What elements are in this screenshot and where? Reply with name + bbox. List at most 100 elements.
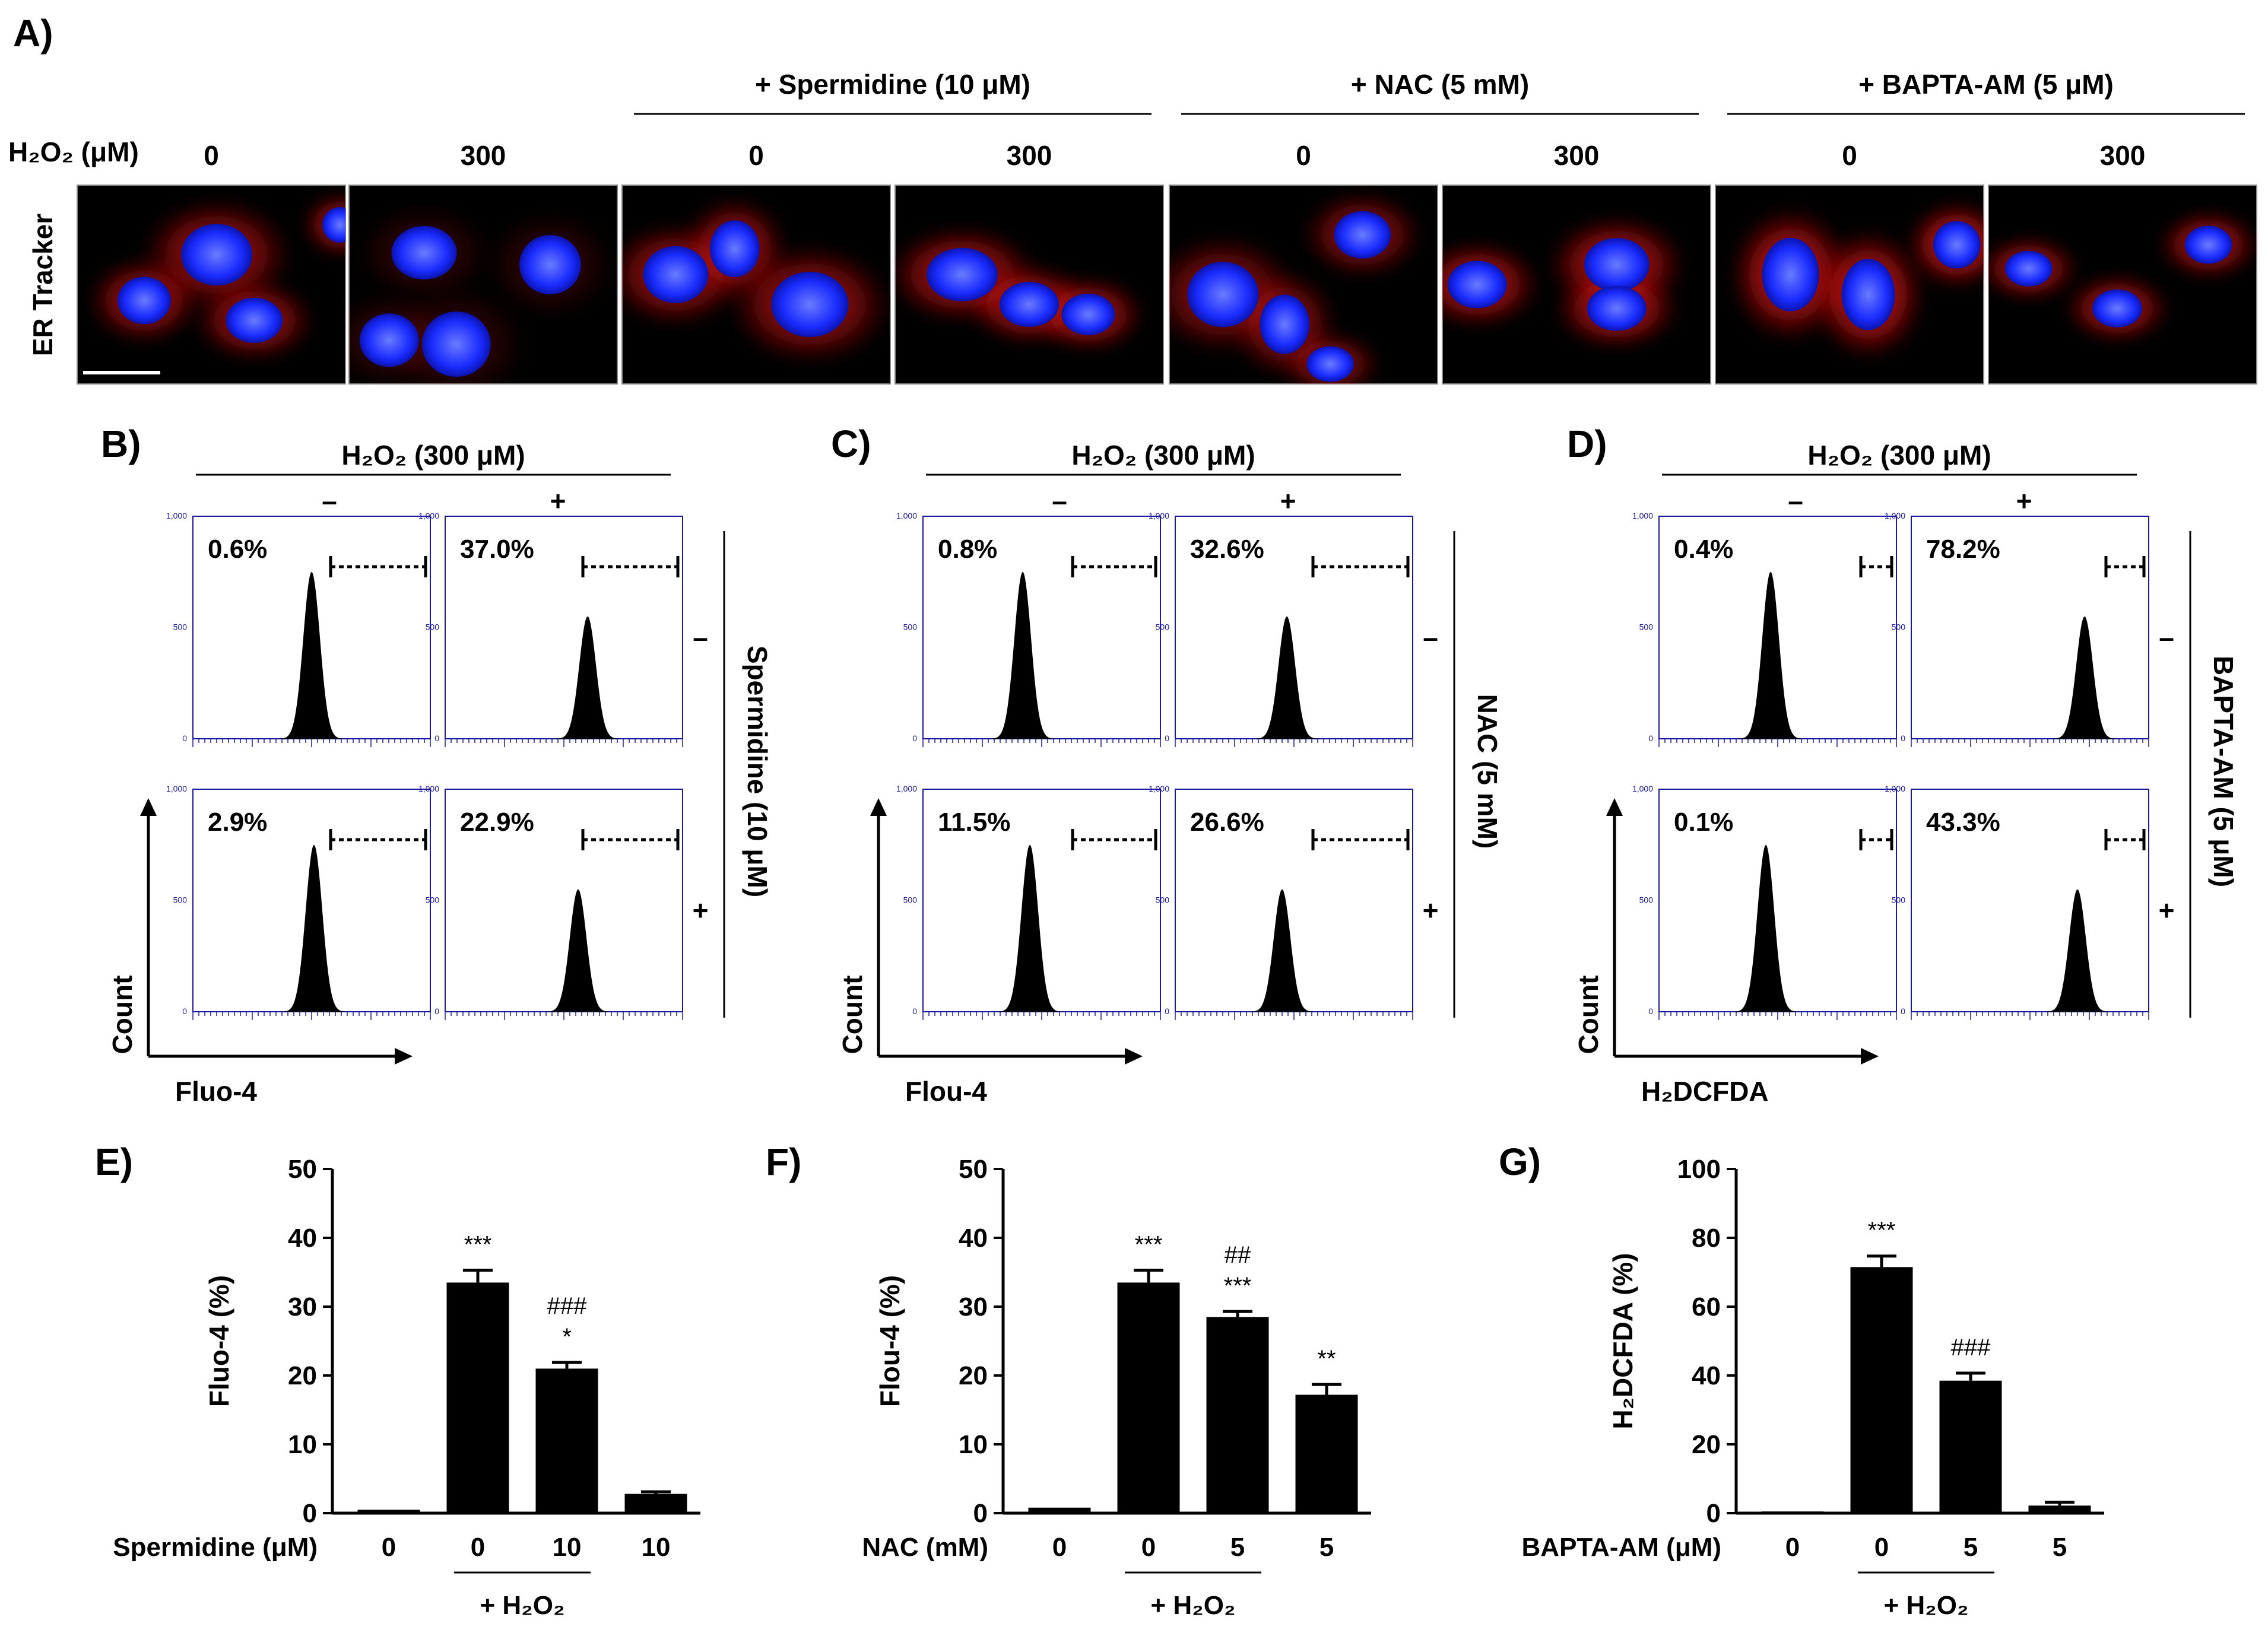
bar-y-tick-label: 50 [959, 1155, 988, 1184]
histogram-frame [922, 516, 1161, 739]
histogram-y-tick: 0 [1165, 733, 1169, 743]
nucleus [1061, 293, 1115, 335]
gated-percentage: 37.0% [460, 535, 534, 564]
bar-y-tick-label: 30 [959, 1292, 988, 1321]
significance-mark: ### [1951, 1335, 1991, 1361]
column-sign: – [1788, 485, 1803, 516]
bar-y-tick-label: 0 [1706, 1499, 1721, 1528]
dose-label-1: 300 [461, 140, 506, 171]
histogram-y-tick: 500 [173, 622, 188, 632]
bar-category-label: 0 [1052, 1533, 1067, 1562]
flow-panel-label: B) [101, 422, 141, 465]
histogram-y-tick: 1,000 [418, 784, 439, 793]
histogram-frame [1911, 789, 2149, 1012]
nucleus [1000, 282, 1059, 327]
bar-category-label: 10 [642, 1533, 671, 1562]
nucleus [1187, 262, 1259, 328]
micrograph-content [622, 195, 890, 367]
gated-percentage: 43.3% [1926, 808, 2000, 837]
bar-y-tick-label: 0 [973, 1499, 988, 1528]
nucleus [226, 297, 283, 343]
side-treatment-label: BAPTA-AM (5 μM) [2208, 656, 2239, 887]
gated-percentage: 0.1% [1674, 808, 1733, 837]
nucleus [118, 277, 171, 325]
column-sign: + [1280, 485, 1296, 516]
gated-percentage: 22.9% [460, 808, 534, 837]
dose-label-7: 300 [2100, 140, 2146, 171]
flow-x-axis-label: H₂DCFDA [1641, 1076, 1769, 1107]
nucleus [1933, 221, 1981, 269]
histogram-plot: 0 500 1,000 0.4% [1632, 511, 1897, 747]
bar-category-label: 0 [1874, 1533, 1889, 1562]
bar [535, 1368, 598, 1513]
histogram-y-tick: 0 [434, 733, 439, 743]
column-sign: + [2016, 485, 2032, 516]
bar-category-label: 5 [2053, 1533, 2067, 1562]
histogram-peak [1737, 571, 1804, 739]
significance-mark: *** [1868, 1218, 1896, 1244]
histogram-plot: 0 500 1,000 2.9% [166, 784, 431, 1020]
histogram-y-tick: 500 [426, 622, 440, 632]
histogram-y-tick: 0 [182, 733, 187, 743]
nucleus [1447, 261, 1507, 309]
dose-label-5: 300 [1554, 140, 1600, 171]
significance-mark: * [562, 1324, 572, 1350]
bar-y-tick-label: 10 [288, 1430, 317, 1459]
bar-y-tick-label: 40 [959, 1224, 988, 1253]
histogram-y-tick: 0 [1901, 733, 1905, 743]
histogram-y-tick: 1,000 [1632, 511, 1653, 520]
arrow-head [1606, 798, 1623, 816]
nucleus [1841, 259, 1895, 331]
flow-panel-label: D) [1567, 422, 1607, 465]
histogram-plot: 0 500 1,000 0.6% [166, 511, 431, 747]
histogram-peak [1733, 844, 1799, 1012]
gated-percentage: 32.6% [1190, 535, 1264, 564]
histogram-plot: 0 500 1,000 26.6% [1149, 784, 1413, 1020]
dose-axis-label: H₂O₂ (μM) [8, 136, 139, 167]
flow-x-axis-label: Flou-4 [905, 1076, 987, 1107]
micrograph-content [349, 202, 617, 384]
gated-percentage: 0.4% [1674, 535, 1733, 564]
histogram-y-tick: 500 [1156, 622, 1170, 632]
histogram-y-tick: 500 [1156, 895, 1170, 905]
er-tracker-label: ER Tracker [27, 214, 58, 356]
bar-category-label: 5 [1230, 1533, 1245, 1562]
histogram-plot: 0 500 1,000 0.1% [1632, 784, 1897, 1020]
nucleus [1306, 346, 1355, 382]
histogram-y-tick: 0 [912, 733, 917, 743]
significance-mark: *** [1135, 1232, 1163, 1258]
histogram-peak [2051, 616, 2118, 739]
dose-label-3: 300 [1007, 140, 1052, 171]
panel-a-label: A) [13, 12, 53, 55]
histogram-y-tick: 1,000 [418, 511, 439, 520]
arrow-head [1125, 1048, 1143, 1065]
treatment-group-label: + BAPTA-AM (5 μM) [1858, 69, 2114, 100]
gated-percentage: 2.9% [208, 808, 267, 837]
arrow-head [395, 1048, 413, 1065]
histogram-peak [1254, 616, 1320, 739]
histogram-peak [2044, 889, 2111, 1012]
flow-header: H₂O₂ (300 μM) [1071, 440, 1255, 471]
bar-y-tick-label: 50 [288, 1155, 317, 1184]
bar-category-label: 0 [1785, 1533, 1800, 1562]
histogram-y-tick: 0 [1648, 733, 1653, 743]
nucleus [709, 220, 760, 278]
micrograph-content [895, 224, 1147, 354]
histogram-y-tick: 1,000 [1149, 511, 1169, 520]
significance-mark: *** [464, 1232, 492, 1258]
bar-y-tick-label: 40 [1692, 1361, 1721, 1390]
bar-y-tick-label: 60 [1692, 1292, 1721, 1321]
bar-y-axis-label: Flou-4 (%) [874, 1275, 905, 1407]
histogram-y-tick: 0 [434, 1006, 439, 1016]
row-sign: – [693, 622, 708, 653]
histogram-peak [545, 889, 611, 1012]
bar-category-label: 5 [1319, 1533, 1334, 1562]
flow-y-axis-label: Count [107, 976, 138, 1054]
nucleus [1260, 294, 1310, 354]
significance-mark: ## [1225, 1242, 1251, 1268]
histogram-y-tick: 0 [1165, 1006, 1169, 1016]
histogram-y-tick: 1,000 [896, 784, 917, 793]
histogram-plot: 0 500 1,000 43.3% [1885, 784, 2149, 1020]
bar-category-label: 0 [1141, 1533, 1156, 1562]
histogram-y-tick: 1,000 [1885, 784, 1905, 793]
